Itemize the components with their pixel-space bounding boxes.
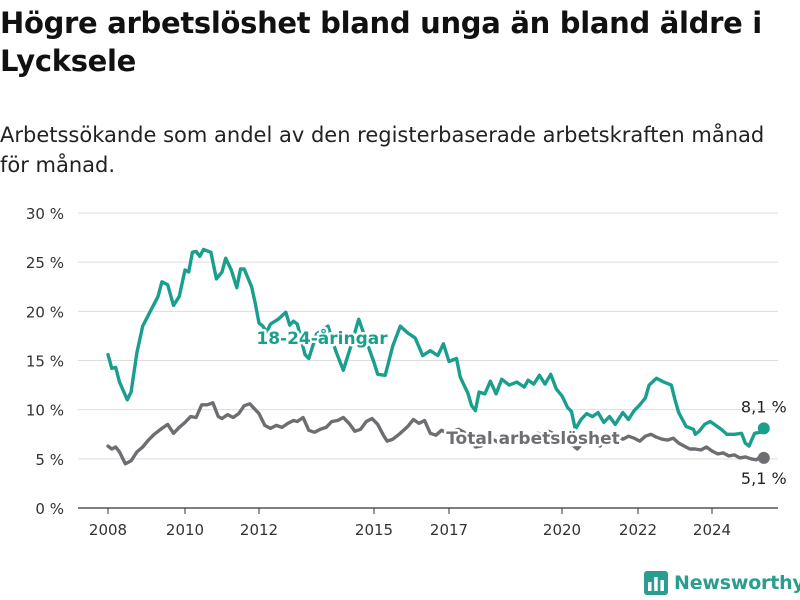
x-tick-label: 2017 — [430, 521, 468, 539]
x-tick-label: 2020 — [543, 521, 581, 539]
grid-lines — [78, 212, 778, 460]
series-line — [106, 247, 766, 448]
brand-name: Newsworthy — [674, 572, 800, 594]
series-end-label: 8,1 % — [741, 397, 787, 416]
y-tick-label: 20 % — [26, 303, 64, 321]
newsworthy-brand: Newsworthy — [644, 566, 800, 600]
line-chart: 0 % 5 % 10 % 15 % 20 % 25 % 30 % 2008 2010 2012 20… — [26, 205, 787, 539]
x-tick-label: 2008 — [89, 521, 127, 539]
series-end-marker — [757, 451, 770, 464]
y-tick-label: 25 % — [26, 254, 64, 272]
x-tick-label: 2024 — [693, 521, 731, 539]
page-title: Högre arbetslöshet bland unga än bland ä… — [0, 6, 762, 78]
series-line — [106, 401, 766, 466]
series-name-label: Total arbetslöshet — [446, 429, 620, 449]
y-tick-label: 10 % — [26, 402, 64, 420]
y-tick-label: 30 % — [26, 205, 64, 223]
y-tick-label: 15 % — [26, 353, 64, 371]
y-tick-label: 0 % — [35, 500, 64, 518]
series-lines — [106, 247, 770, 466]
y-tick-label: 5 % — [35, 451, 64, 469]
series-end-marker — [757, 422, 770, 435]
bar-chart-icon — [644, 571, 668, 595]
x-tick-label: 2012 — [240, 521, 278, 539]
x-tick-label: 2015 — [355, 521, 393, 539]
page-subtitle: Arbetssökande som andel av den registerb… — [0, 123, 765, 177]
series-name-label: 18-24-åringar — [256, 327, 388, 349]
series-labels: 18-24-åringar Total arbetslöshet 8,1 % 5,1 … — [254, 325, 787, 488]
axes: 0 % 5 % 10 % 15 % 20 % 25 % 30 % 2008 2010 2012 20… — [26, 205, 778, 539]
x-tick-label: 2010 — [166, 521, 204, 539]
x-tick-label: 2022 — [619, 521, 657, 539]
series-end-label: 5,1 % — [741, 469, 787, 488]
